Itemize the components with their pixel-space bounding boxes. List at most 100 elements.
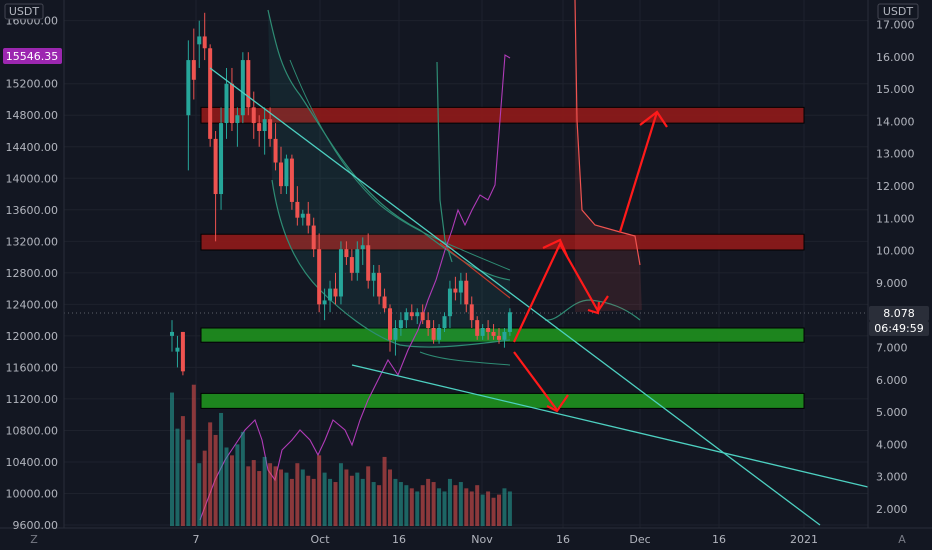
volume-bar — [197, 463, 202, 526]
volume-bar — [371, 482, 376, 526]
right-axis-ticks: 2.0003.0004.0005.0006.0007.0008.0009.000… — [876, 19, 915, 517]
left-tick-label: 14800.00 — [6, 109, 59, 122]
volume-bar — [431, 482, 436, 526]
candle-body — [257, 123, 262, 131]
candle-body — [420, 312, 425, 321]
left-tick-label: 9600.00 — [13, 519, 59, 532]
candle-body — [426, 320, 431, 328]
volume-bar — [224, 447, 229, 526]
candle-body — [442, 316, 447, 328]
left-tick-label: 12400.00 — [6, 298, 59, 311]
right-tick-label: 3.000 — [876, 471, 908, 484]
candle-body — [398, 320, 403, 328]
volume-bar — [426, 478, 431, 526]
volume-bar — [338, 463, 343, 526]
candle-body — [175, 347, 180, 352]
candle-body — [202, 36, 207, 49]
volume-bar — [202, 450, 207, 526]
left-tick-label: 10000.00 — [6, 487, 59, 500]
right-tick-label: 2.000 — [876, 503, 908, 516]
left-axis-ticks: 9600.00 10000.00 10400.00 10800.00 11200.00 1… — [6, 15, 59, 532]
candle-body — [328, 288, 333, 301]
left-currency-badge[interactable] — [4, 3, 44, 20]
right-tick-label: 9.000 — [876, 277, 908, 290]
right-tick-label: 10.000 — [876, 245, 915, 258]
lower-trendline — [351, 364, 869, 488]
corner-left-button[interactable]: Z — [30, 533, 38, 546]
candle-body — [447, 288, 452, 317]
candle-body — [486, 328, 491, 332]
candle-body — [344, 249, 349, 258]
candle-body — [224, 83, 229, 124]
volume-bar — [235, 444, 240, 526]
volume-bar — [447, 478, 452, 526]
volume-bar — [273, 466, 278, 526]
right-currency-label: USDT — [883, 5, 914, 18]
right-tick-label: 13.000 — [876, 148, 915, 161]
candle-body — [306, 213, 311, 226]
volume-bar — [377, 485, 382, 526]
left-axis-panel — [0, 0, 64, 530]
candle-body — [268, 119, 273, 139]
bounce-arrow-head — [542, 238, 569, 257]
corner-right-button[interactable]: A — [898, 533, 906, 546]
candle-body — [186, 60, 191, 116]
candle-body — [491, 331, 496, 336]
short-resistance-line — [439, 242, 511, 299]
candle-body — [388, 308, 392, 340]
candle-body — [240, 60, 245, 116]
right-tick-label: 11.000 — [876, 212, 915, 225]
candle-body — [317, 249, 322, 305]
time-tick-label: Oct — [310, 533, 330, 546]
candles-layer — [170, 12, 512, 376]
volume-bar — [333, 482, 338, 526]
volume-bar — [458, 482, 463, 526]
candle-body — [180, 331, 185, 372]
breakout-arrow-head — [639, 110, 668, 128]
volume-bar — [344, 469, 349, 526]
volume-bar — [404, 485, 409, 526]
volume-bar — [317, 455, 322, 526]
volume-bar — [284, 472, 289, 526]
volume-bar — [213, 434, 218, 526]
candle-body — [208, 48, 213, 139]
time-tick-label: 16 — [556, 533, 570, 546]
candle-body — [251, 107, 256, 124]
candle-body — [246, 60, 251, 108]
candle-body — [197, 36, 202, 45]
rsi-line — [199, 54, 511, 521]
breakout-arrow — [618, 111, 659, 233]
band-upper — [267, 9, 511, 281]
band-proj — [544, 299, 641, 321]
volume-bar — [306, 475, 311, 526]
volume-bar — [486, 491, 491, 526]
volume-bar — [175, 428, 180, 526]
candle-body — [289, 158, 294, 202]
volume-bar — [268, 463, 273, 526]
candle-body — [273, 138, 278, 163]
left-tick-label: 11200.00 — [6, 393, 59, 406]
band-lower — [271, 179, 511, 348]
zones-layer — [200, 106, 805, 409]
volume-bar — [475, 485, 480, 526]
volume-bar — [480, 494, 485, 526]
candle-body — [371, 272, 376, 281]
right-tick-label: 5.000 — [876, 406, 908, 419]
resistance-zone — [200, 233, 805, 251]
candle-body — [229, 83, 234, 124]
candle-body — [507, 312, 512, 332]
volume-bar — [442, 491, 447, 526]
candle-body — [497, 335, 501, 340]
volume-bar — [491, 497, 496, 526]
candle-body — [366, 245, 371, 281]
right-tick-label: 17.000 — [876, 19, 915, 32]
right-currency-badge[interactable] — [877, 3, 919, 20]
volume-bar — [366, 466, 371, 526]
right-axis-panel — [868, 0, 932, 530]
candle-body — [355, 249, 360, 273]
volume-bar — [507, 491, 512, 526]
volume-bar — [170, 392, 174, 526]
candle-body — [502, 331, 507, 340]
candle-body — [409, 312, 414, 317]
